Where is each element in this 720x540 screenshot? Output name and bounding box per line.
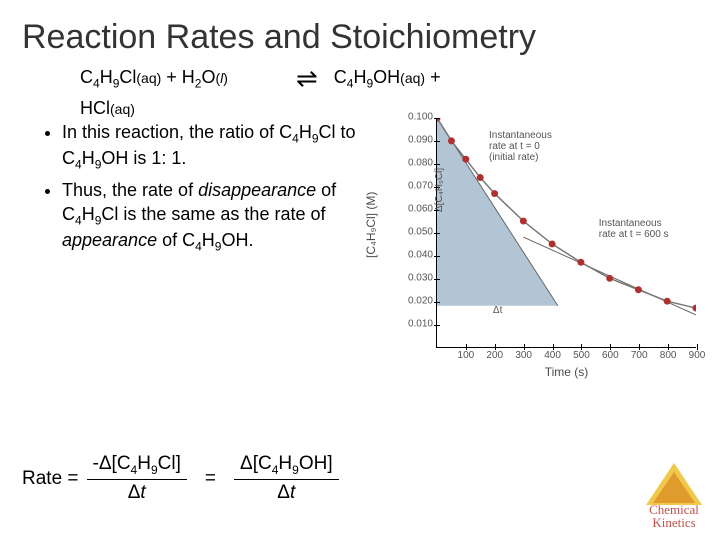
concentration-chart: [C₄H₉Cl] (M) Time (s) 0.0100.0200.0300.0…	[386, 108, 706, 393]
reaction-equation: C4H9Cl(aq) + H2O(l) ⇌ C4H9OH(aq) +	[80, 67, 720, 94]
page-title: Reaction Rates and Stoichiometry	[0, 0, 720, 67]
equation-right: C4H9OH(aq) +	[334, 67, 441, 91]
equals-sign: =	[205, 468, 216, 490]
footer-text-2: Kinetics	[646, 516, 702, 530]
bullet-list: In this reaction, the ratio of C4H9Cl to…	[62, 121, 362, 255]
equilibrium-arrow-icon: ⇌	[296, 63, 318, 94]
equation-left: C4H9Cl(aq) + H2O(l)	[80, 67, 290, 91]
fraction-numerator: -Δ[C4H9Cl]	[87, 453, 187, 480]
triangle-icon	[646, 463, 702, 505]
plot-area: Time (s) 0.0100.0200.0300.0400.0500.0600…	[436, 118, 696, 348]
bullet-item: In this reaction, the ratio of C4H9Cl to…	[62, 121, 362, 173]
rate-fraction-2: Δ[C4H9OH] Δt	[234, 453, 339, 504]
rate-fraction-1: -Δ[C4H9Cl] Δt	[87, 453, 187, 504]
fraction-denominator: Δt	[277, 480, 295, 504]
fraction-denominator: Δt	[128, 480, 146, 504]
chart-ylabel: [C₄H₉Cl] (M)	[364, 191, 378, 257]
bullet-item: Thus, the rate of disappearance of C4H9C…	[62, 179, 362, 255]
fraction-numerator: Δ[C4H9OH]	[234, 453, 339, 480]
rate-equation: Rate = -Δ[C4H9Cl] Δt = Δ[C4H9OH] Δt	[22, 453, 347, 504]
footer-logo: Chemical Kinetics	[646, 463, 702, 530]
chart-xlabel: Time (s)	[545, 365, 589, 379]
rate-label: Rate =	[22, 468, 79, 490]
